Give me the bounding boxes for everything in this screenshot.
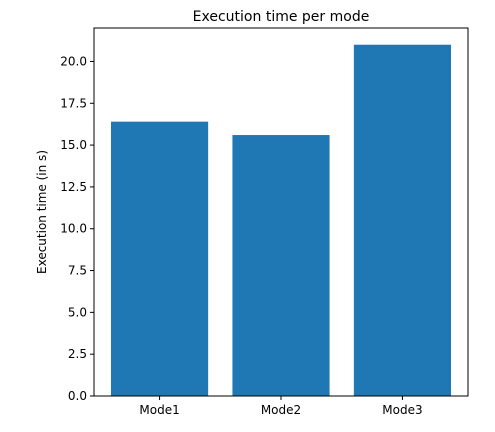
y-tick-label: 5.0 xyxy=(68,305,87,319)
y-tick-label: 15.0 xyxy=(60,138,87,152)
y-tick-label: 2.5 xyxy=(68,347,87,361)
chart-title: Execution time per mode xyxy=(193,9,370,25)
x-tick-label: Mode3 xyxy=(382,403,422,417)
bar-mode2 xyxy=(232,135,330,397)
y-tick-label: 7.5 xyxy=(68,264,87,278)
y-tick-label: 10.0 xyxy=(60,222,87,236)
bar-mode3 xyxy=(353,44,451,396)
y-tick-label: 20.0 xyxy=(60,54,87,68)
x-tick-label: Mode2 xyxy=(261,403,301,417)
plot-area: 0.0 2.5 5.0 7.5 10.0 12.5 15.0 17.5 20.0 Mode1 Mod… xyxy=(60,27,469,417)
x-tick-label: Mode1 xyxy=(139,403,179,417)
y-axis-label: Execution time (in s) xyxy=(35,150,49,274)
y-tick-label: 0.0 xyxy=(68,389,87,403)
bar-mode1 xyxy=(111,121,209,397)
y-tick-label: 12.5 xyxy=(60,180,87,194)
y-tick-label: 17.5 xyxy=(60,96,87,110)
